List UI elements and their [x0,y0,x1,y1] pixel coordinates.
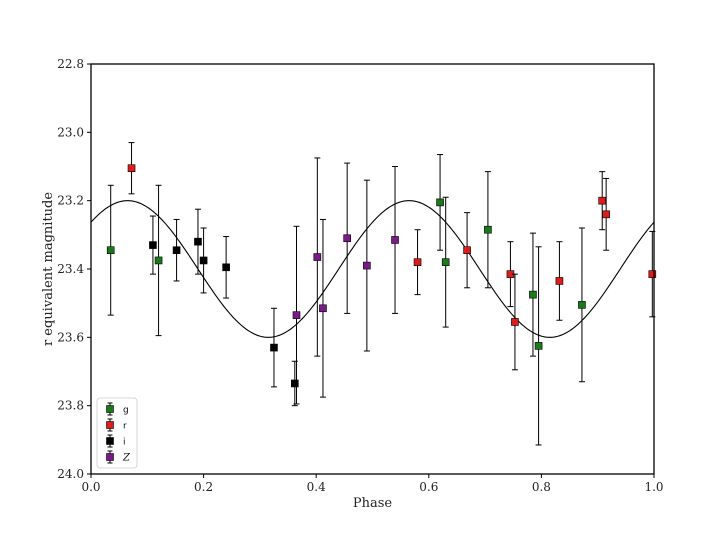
legend-label-g: g [123,406,129,416]
legend-marker-i [106,437,114,445]
point-marker-g [484,225,492,234]
data-points-layer [106,142,657,446]
data-point-i [270,307,278,388]
x-axis-ticks: 0.0 0.2 0.4 0.6 0.8 1.0 [81,474,664,494]
y-tick-label: 23.4 [57,262,84,276]
point-marker-r [602,210,610,219]
data-point-i [199,227,208,294]
data-point-i [194,208,202,275]
legend-label-z: Z [122,453,131,464]
data-point-g [529,232,537,357]
data-point-r [463,212,471,289]
data-point-g [484,171,492,289]
model-curve [90,200,655,338]
point-marker-g [578,301,586,309]
point-marker-z [391,236,399,244]
legend-marker-r [106,421,114,429]
x-tick-label: 0.8 [532,480,551,494]
point-marker-g [441,258,450,266]
legend-label-i: i [123,438,126,448]
model-curve-layer [90,200,655,338]
x-tick-label: 0.4 [307,480,326,494]
data-point-r [555,241,564,321]
point-marker-i [199,256,208,265]
data-point-z [313,157,322,357]
y-axis-label: r equivalent magnitude [41,192,56,346]
point-marker-i [149,241,157,249]
data-point-z [343,162,351,314]
data-point-i [222,236,230,299]
x-axis-label: Phase [353,496,393,511]
y-tick-label: 24.0 [57,467,84,481]
point-marker-z [319,304,327,313]
legend-box [96,397,138,469]
y-tick-label: 23.8 [57,399,84,413]
x-tick-label: 0.6 [419,480,438,494]
point-marker-r [463,246,471,255]
point-marker-i [194,237,202,246]
point-marker-g [529,290,537,299]
point-marker-r [511,318,519,326]
y-tick-label: 23.0 [57,125,84,139]
y-tick-label: 23.6 [57,330,84,344]
y-tick-label: 23.2 [57,194,84,208]
y-axis-ticks: 22.8 23.0 23.2 23.4 23.6 23.8 24.0 [57,57,91,481]
data-point-g [154,184,163,337]
legend-item-i: i [106,434,126,448]
data-point-z [319,218,327,398]
point-marker-r [555,277,564,285]
point-marker-g [106,246,115,255]
legend-label-r: r [123,422,127,432]
data-point-g [106,184,115,316]
legend-marker-z [106,453,114,461]
x-tick-label: 1.0 [644,480,663,494]
data-point-r [506,241,515,308]
x-tick-label: 0.0 [81,480,100,494]
data-point-r [648,230,657,318]
data-point-r [413,229,422,296]
data-point-g [578,227,586,383]
point-marker-g [154,256,163,265]
point-marker-i [270,343,278,352]
data-point-r [127,142,136,195]
data-point-i [291,360,299,407]
data-point-z [292,225,301,405]
data-point-g [441,196,450,328]
legend-item-z: Z [106,450,131,464]
data-point-r [511,273,519,371]
data-point-g [436,154,444,251]
point-marker-r [598,196,607,205]
data-point-i [172,218,181,282]
point-marker-i [291,379,299,388]
data-point-g [534,246,543,446]
data-point-r [602,177,610,251]
point-marker-g [534,342,543,350]
point-marker-r [127,164,136,173]
x-tick-label: 0.2 [194,480,213,494]
legend-marker-g [106,405,114,413]
data-point-z [363,179,371,352]
point-marker-g [436,198,444,207]
point-marker-r [413,258,422,266]
point-marker-z [313,253,322,261]
point-marker-z [292,311,301,319]
point-marker-z [363,261,371,270]
y-tick-label: 22.8 [57,57,84,71]
point-marker-z [343,234,351,243]
point-marker-r [648,270,657,278]
legend-item-r: r [106,418,127,432]
data-point-z [391,166,399,314]
data-point-i [149,215,157,275]
point-marker-i [172,246,181,255]
point-marker-i [222,263,230,272]
legend-item-g: g [106,402,129,416]
